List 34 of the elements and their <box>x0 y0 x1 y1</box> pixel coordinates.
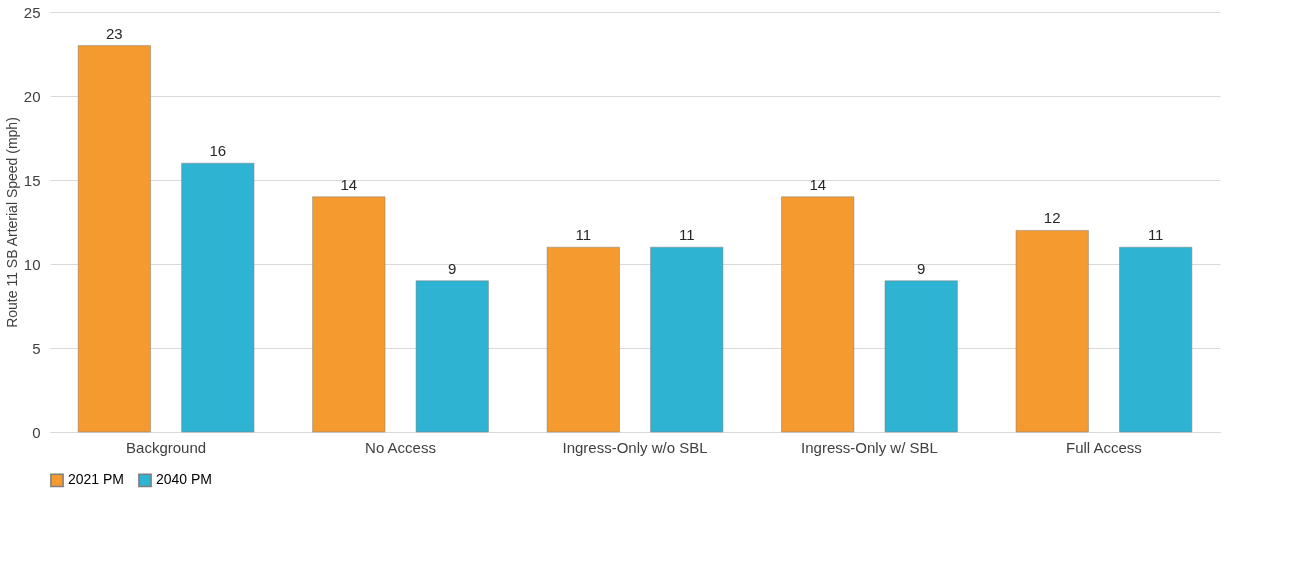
y-axis-title: Route 11 SB Arterial Speed (mph) <box>3 117 20 328</box>
x-tick-label: Background <box>126 438 207 456</box>
data-label: 11 <box>678 226 695 244</box>
bar <box>1015 230 1089 433</box>
x-tick-label: Ingress-Only w/o SBL <box>562 438 708 456</box>
data-label: 9 <box>448 259 457 277</box>
bar <box>884 280 958 433</box>
bar <box>312 196 386 433</box>
y-tick-label: 20 <box>23 87 41 105</box>
bar <box>781 196 855 433</box>
bar <box>77 45 151 433</box>
y-tick-label: 25 <box>23 3 41 21</box>
x-tick-label: Full Access <box>1066 438 1142 456</box>
data-label: 11 <box>1147 226 1164 244</box>
data-label: 16 <box>209 142 227 160</box>
x-tick-label: Ingress-Only w/ SBL <box>801 438 938 456</box>
y-tick-label: 0 <box>32 423 41 441</box>
data-label: 11 <box>575 226 592 244</box>
y-tick-label: 10 <box>23 255 41 273</box>
data-label: 9 <box>917 259 926 277</box>
y-tick-label: 15 <box>23 171 41 189</box>
data-label: 23 <box>106 24 123 42</box>
legend-label: 2040 PM <box>156 471 213 488</box>
data-label: 14 <box>340 175 358 193</box>
bar <box>1119 246 1193 433</box>
data-label: 14 <box>809 175 827 193</box>
bar <box>650 246 724 433</box>
x-tick-label: No Access <box>365 438 436 456</box>
y-tick-label: 5 <box>32 339 41 357</box>
legend-label: 2021 PM <box>68 471 125 488</box>
bar <box>181 162 255 433</box>
bar <box>546 246 620 433</box>
data-label: 12 <box>1043 209 1061 227</box>
bar <box>415 280 489 433</box>
